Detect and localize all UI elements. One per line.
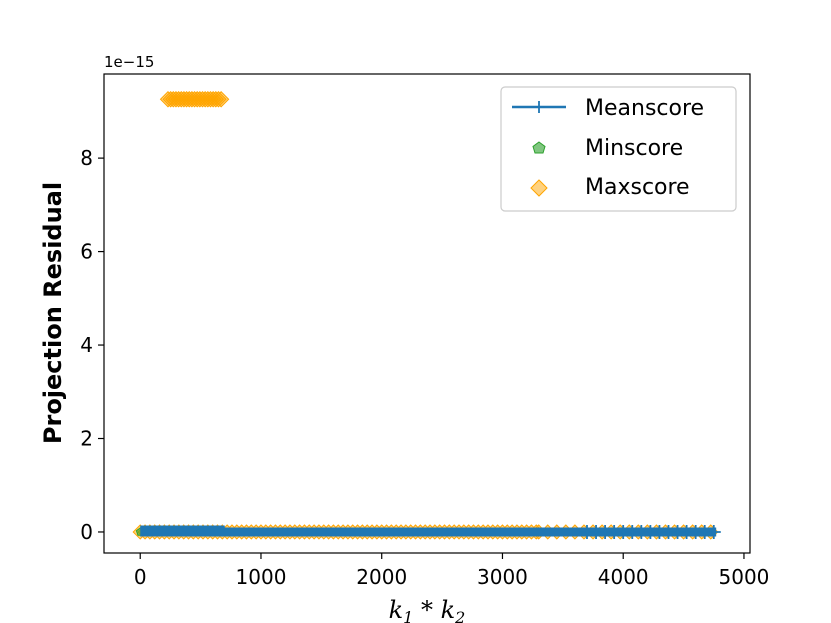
x-tick-label: 2000 [356,565,407,589]
legend-label-minscore: Minscore [585,136,683,161]
x-label-k2: k [441,596,456,623]
y-offset-label: 1e−15 [104,53,154,71]
x-label-op: * [413,596,440,623]
legend-item-minscore: Minscore [532,136,683,161]
y-axis-label: Projection Residual [39,182,67,444]
x-axis: 0 1000 2000 3000 4000 5000 [134,553,770,589]
x-label-sub1: 1 [403,608,413,623]
legend-box [500,86,737,212]
y-tick-label: 0 [80,520,93,544]
legend-label-maxscore: Maxscore [585,175,690,200]
maxscore-outlier-point [212,91,230,108]
legend-plus-icon [533,101,545,113]
x-tick-label: 0 [134,565,147,589]
legend-item-meanscore: Meanscore [512,96,704,121]
x-tick-label: 3000 [477,565,528,589]
y-tick-label: 2 [80,427,93,451]
meanscore-point [706,524,721,539]
x-label-sub2: 2 [454,608,465,623]
legend-item-maxscore: Maxscore [530,175,690,200]
legend: Meanscore Minscore Maxscore [500,86,737,212]
x-axis-label: k1 * k2 [389,596,466,623]
x-label-k1: k [389,596,404,623]
y-tick-label: 4 [80,333,93,357]
plot-marks [132,91,721,540]
y-tick-label: 6 [80,240,93,264]
legend-pentagon-icon [532,141,546,154]
x-tick-label: 4000 [598,565,649,589]
legend-label-meanscore: Meanscore [585,96,704,121]
plot-frame [103,73,751,554]
x-tick-label: 5000 [719,565,770,589]
legend-diamond-icon [530,179,548,197]
y-tick-label: 8 [80,146,93,170]
y-axis: 0 2 4 6 8 [80,146,104,544]
x-tick-label: 1000 [236,565,287,589]
